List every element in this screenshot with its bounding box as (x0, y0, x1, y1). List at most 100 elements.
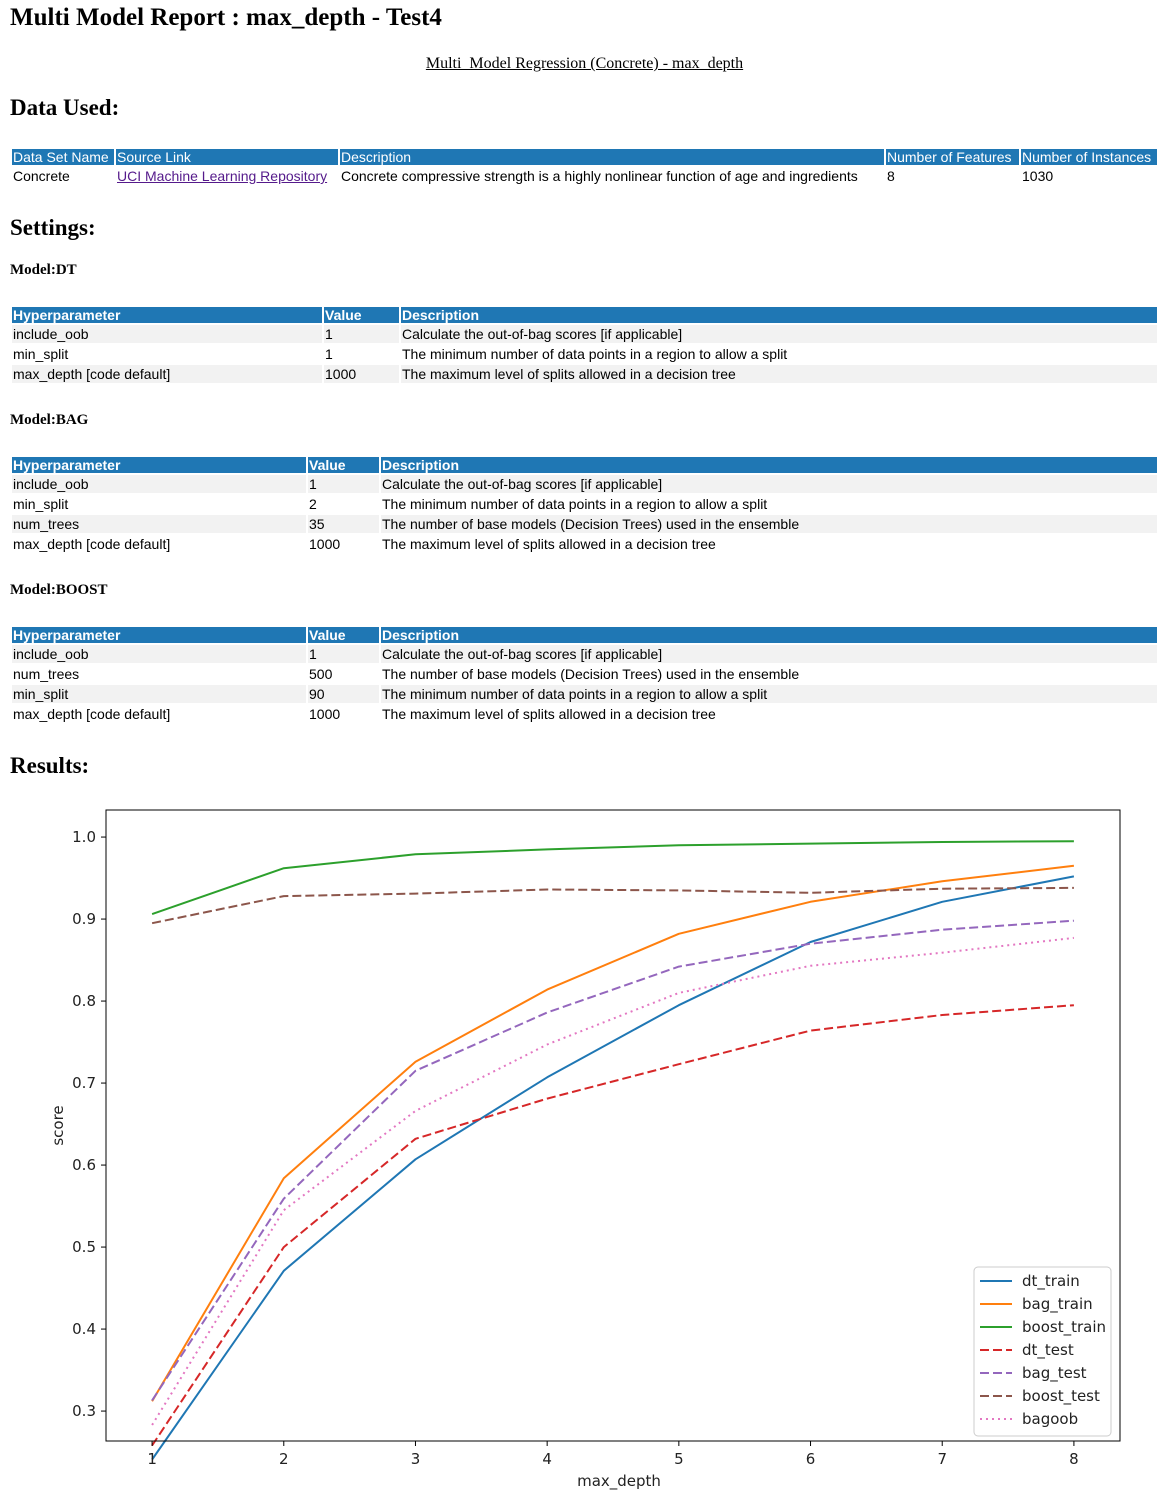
description-cell: The maximum level of splits allowed in a… (382, 536, 716, 552)
description-cell: The minimum number of data points in a r… (402, 346, 788, 362)
column-header: Value (308, 457, 379, 473)
legend-label: bag_test (1022, 1364, 1087, 1383)
series-line-dt-train (151, 875, 1075, 1461)
value-cell: 1 (308, 475, 379, 493)
table-row: max_depth [code default] 1000 The maximu… (12, 365, 1157, 383)
description-cell: Calculate the out-of-bag scores [if appl… (381, 475, 1157, 493)
hyperparameter-cell: max_depth [code default] (13, 536, 171, 552)
series-line-bag-train (151, 864, 1075, 1402)
y-tick-label: 0.4 (72, 1320, 96, 1338)
legend-label: dt_test (1022, 1341, 1074, 1360)
column-header: Description (381, 627, 1157, 643)
y-tick-label: 0.5 (72, 1238, 96, 1256)
value-cell: 35 (308, 515, 379, 533)
column-header: Value (324, 307, 399, 323)
y-tick-label: 0.6 (72, 1156, 96, 1174)
model-boost-label: Model:BOOST (10, 582, 108, 598)
description-cell: The maximum level of splits allowed in a… (382, 706, 716, 722)
x-tick-label: 7 (937, 1450, 947, 1468)
column-header: Hyperparameter (12, 457, 306, 473)
table-row: Concrete UCI Machine Learning Repository… (12, 167, 1157, 185)
settings-heading: Settings: (10, 215, 96, 240)
description-cell: The minimum number of data points in a r… (382, 496, 768, 512)
model-bag-table: Hyperparameter Value Description include… (10, 455, 1159, 555)
column-header: Number of Features (886, 149, 1019, 165)
value-cell: 1000 (309, 706, 341, 722)
report-subtitle: Multi_Model Regression (Concrete) - max_… (0, 55, 1169, 73)
report-subtitle-link[interactable]: Multi_Model Regression (Concrete) - max_… (425, 55, 744, 72)
value-cell: 1000 (309, 536, 341, 552)
x-axis-label: max_depth (577, 1472, 661, 1491)
source-link[interactable]: UCI Machine Learning Repository (117, 168, 328, 184)
column-header: Hyperparameter (12, 307, 322, 323)
table-row: max_depth [code default] 1000 The maximu… (12, 535, 1157, 553)
column-header: Number of Instances (1021, 149, 1157, 165)
value-cell: 1 (308, 645, 379, 663)
table-row: min_split 1 The minimum number of data p… (12, 345, 1157, 363)
results-heading: Results: (10, 753, 90, 778)
x-tick-label: 4 (542, 1450, 552, 1468)
column-header: Description (340, 149, 884, 165)
series-line-boost-train (151, 840, 1074, 916)
model-dt-label: Model:DT (10, 262, 77, 278)
model-bag-label: Model:BAG (10, 412, 89, 428)
value-cell: 1 (324, 325, 399, 343)
plot-frame (105, 809, 1121, 1442)
dataset-name-cell: Concrete (13, 168, 70, 184)
column-header: Description (381, 457, 1157, 473)
x-tick-label: 1 (147, 1450, 157, 1468)
hyperparameter-cell: min_split (13, 496, 69, 512)
description-cell: Concrete compressive strength is a highl… (341, 168, 858, 184)
description-cell: Calculate the out-of-bag scores [if appl… (401, 325, 1157, 343)
hyperparameter-cell: max_depth [code default] (12, 365, 322, 383)
table-row: min_split 2 The minimum number of data p… (12, 495, 1157, 513)
column-header: Description (401, 307, 1157, 323)
hyperparameter-cell: max_depth [code default] (13, 706, 171, 722)
table-row: include_oob 1 Calculate the out-of-bag s… (12, 645, 1157, 663)
num-features-cell: 8 (887, 168, 895, 184)
series-line-bagoob (151, 936, 1075, 1426)
description-cell: The minimum number of data points in a r… (381, 685, 1157, 703)
value-cell: 1 (325, 346, 333, 362)
page-title: Multi Model Report : max_depth - Test4 (10, 4, 442, 31)
num-instances-cell: 1030 (1022, 168, 1054, 184)
hyperparameter-cell: include_oob (12, 645, 306, 663)
data-used-table: Data Set Name Source Link Description Nu… (10, 147, 1159, 187)
series-line-boost-test (151, 886, 1074, 925)
value-cell: 90 (308, 685, 379, 703)
description-cell: Calculate the out-of-bag scores [if appl… (381, 645, 1157, 663)
source-link-cell: UCI Machine Learning Repository (116, 167, 338, 185)
x-tick-label: 8 (1069, 1450, 1079, 1468)
hyperparameter-cell: include_oob (12, 325, 322, 343)
legend-label: boost_test (1022, 1387, 1100, 1406)
hyperparameter-cell: min_split (12, 685, 306, 703)
table-row: max_depth [code default] 1000 The maximu… (12, 705, 1157, 723)
table-row: min_split 90 The minimum number of data … (12, 685, 1157, 703)
y-tick-label: 0.3 (72, 1402, 96, 1420)
table-row: include_oob 1 Calculate the out-of-bag s… (12, 475, 1157, 493)
value-cell: 1000 (324, 365, 399, 383)
column-header: Hyperparameter (12, 627, 306, 643)
hyperparameter-cell: include_oob (12, 475, 306, 493)
data-used-heading: Data Used: (10, 95, 120, 120)
description-cell: The number of base models (Decision Tree… (381, 515, 1157, 533)
legend-label: boost_train (1022, 1318, 1106, 1337)
model-dt-table: Hyperparameter Value Description include… (10, 305, 1159, 385)
hyperparameter-cell: num_trees (13, 666, 80, 682)
column-header: Data Set Name (12, 149, 114, 165)
value-cell: 2 (309, 496, 317, 512)
x-tick-label: 2 (279, 1450, 289, 1468)
table-row: num_trees 35 The number of base models (… (12, 515, 1157, 533)
legend-label: dt_train (1022, 1272, 1080, 1291)
hyperparameter-cell: num_trees (12, 515, 306, 533)
y-tick-label: 0.8 (72, 992, 96, 1010)
table-row: num_trees 500 The number of base models … (12, 665, 1157, 683)
hyperparameter-cell: min_split (13, 346, 69, 362)
legend-label: bag_train (1022, 1295, 1093, 1314)
y-tick-label: 0.7 (72, 1074, 96, 1092)
chart-legend (973, 1266, 1112, 1437)
series-line-dt-test (151, 1004, 1074, 1447)
table-row: include_oob 1 Calculate the out-of-bag s… (12, 325, 1157, 343)
y-tick-label: 1.0 (72, 828, 96, 846)
x-tick-label: 6 (806, 1450, 816, 1468)
